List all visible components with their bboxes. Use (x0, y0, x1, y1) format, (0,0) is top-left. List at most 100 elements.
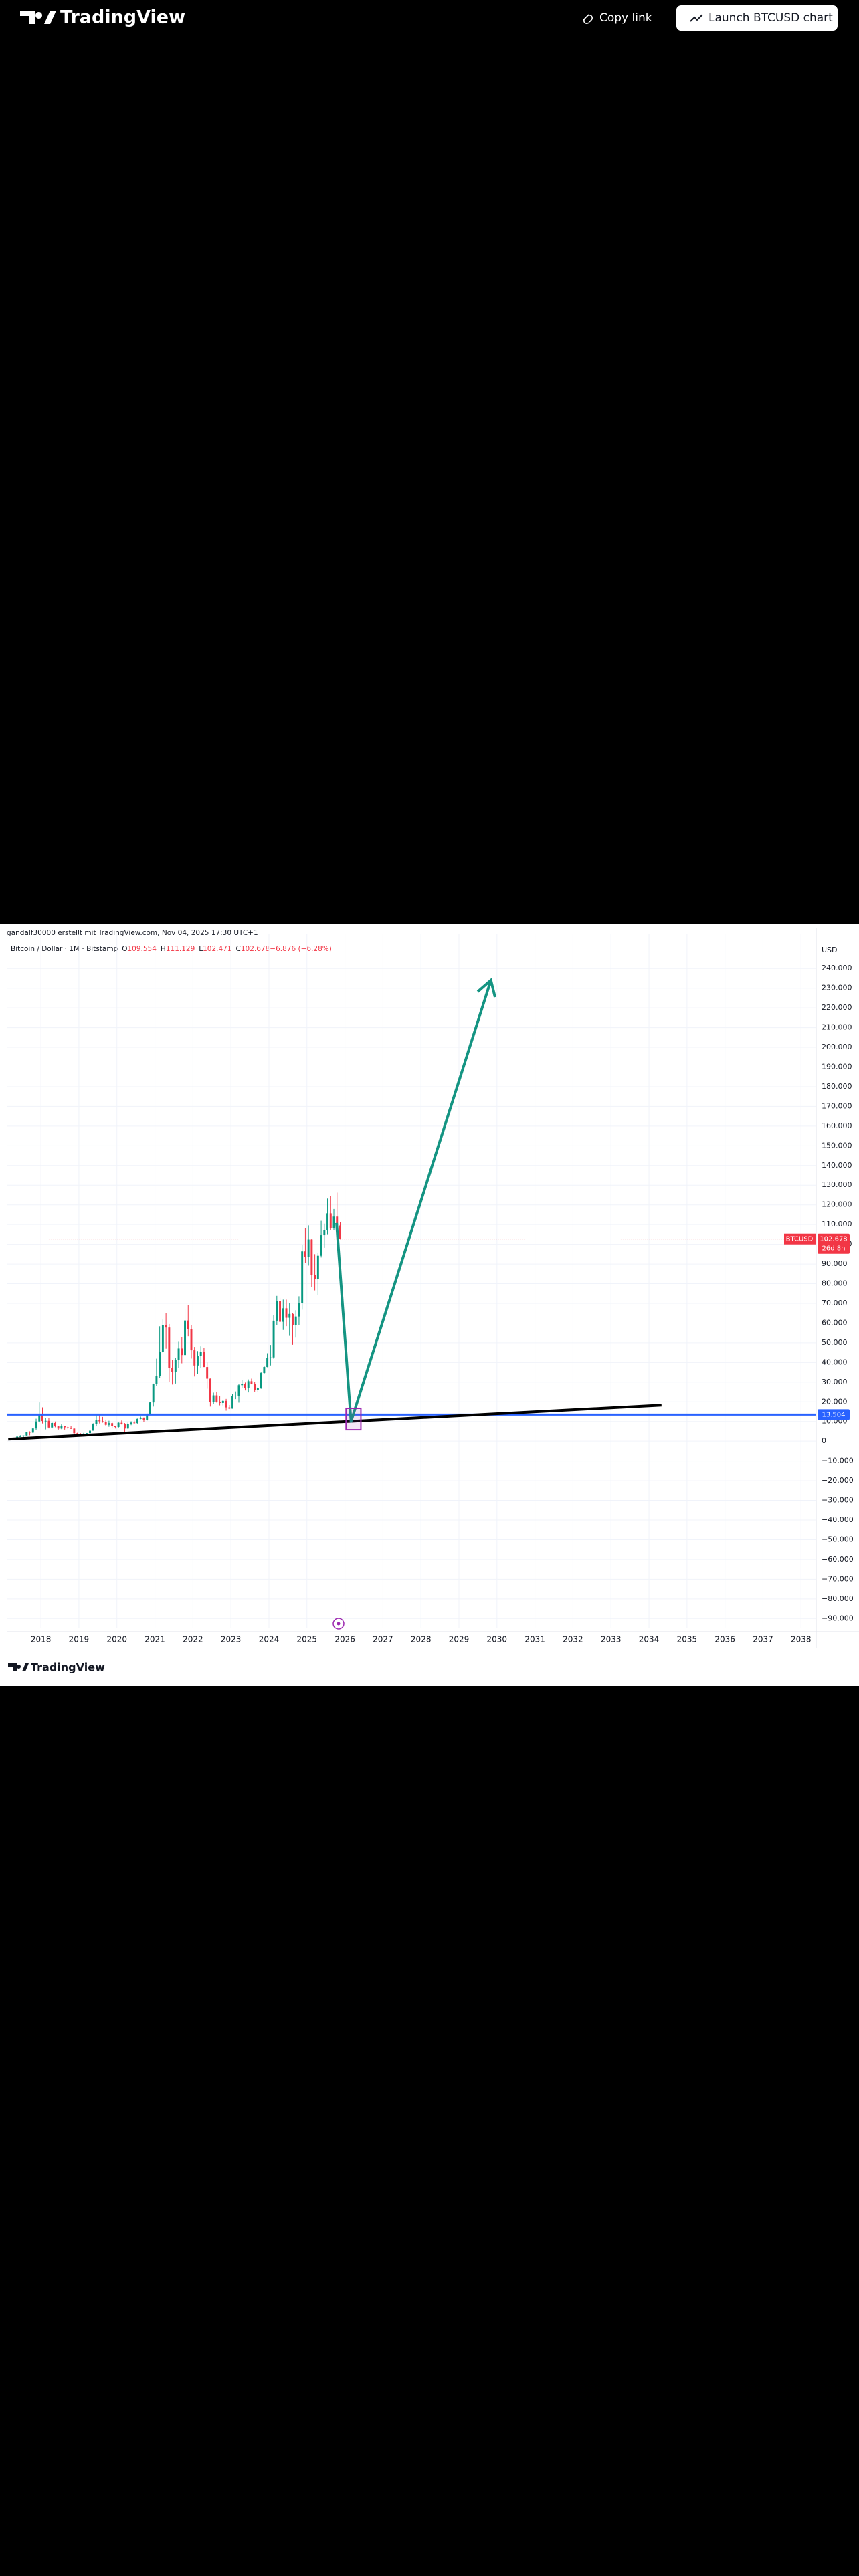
y-tick-label: −70.000 (822, 1574, 854, 1583)
candle-body (307, 1239, 310, 1257)
candle-body (47, 1420, 50, 1428)
legend-value: −6.876 (−6.28%) (270, 945, 332, 953)
candle-body (117, 1422, 120, 1427)
x-tick-label: 2028 (411, 1635, 432, 1644)
copy-link[interactable]: Copy link (583, 11, 652, 25)
chart-icon (690, 14, 703, 22)
candle-body (225, 1400, 227, 1408)
candle-body (316, 1255, 319, 1279)
candle-body (126, 1424, 129, 1429)
candle-body (247, 1381, 250, 1388)
candle-body (203, 1352, 205, 1368)
candle-body (272, 1320, 275, 1358)
y-tick-label: 50.000 (822, 1338, 848, 1347)
legend-key: L (199, 945, 203, 953)
candle-body (60, 1426, 63, 1429)
y-tick-label: 180.000 (822, 1082, 852, 1091)
y-tick-label: 140.000 (822, 1161, 852, 1170)
y-tick-label: 110.000 (822, 1220, 852, 1228)
candle-body (101, 1421, 104, 1422)
y-tick-label: 80.000 (822, 1279, 848, 1288)
chart-panel (0, 924, 859, 1686)
y-tick-label: 220.000 (822, 1003, 852, 1012)
candle-body (329, 1213, 332, 1228)
candle-body (199, 1352, 202, 1356)
y-unit: USD (822, 946, 838, 954)
arrowhead (476, 978, 496, 998)
candle-body (161, 1325, 164, 1352)
footer-logo-icon (8, 1663, 29, 1671)
y-tick-label: 230.000 (822, 984, 852, 992)
x-tick-label: 2026 (335, 1635, 355, 1644)
candle-body (41, 1414, 43, 1422)
y-tick-label: 170.000 (822, 1101, 852, 1110)
candle-body (139, 1418, 142, 1419)
candle-body (244, 1384, 246, 1388)
y-tick-label: 90.000 (822, 1259, 848, 1268)
candle-body (149, 1402, 151, 1414)
y-tick-label: 30.000 (822, 1378, 848, 1386)
candle-body (209, 1378, 211, 1402)
y-tick-label: 70.000 (822, 1299, 848, 1307)
launch-button-bg[interactable] (676, 5, 838, 31)
symbol-label-bg (784, 1233, 816, 1245)
candle-body (260, 1373, 262, 1388)
candle-body (174, 1360, 177, 1372)
countdown-label: 26d 8h (822, 1245, 846, 1253)
candle-body (266, 1358, 269, 1368)
candle-body (221, 1400, 224, 1403)
candle-body (120, 1422, 123, 1425)
candle-body (108, 1423, 110, 1425)
candle-body (111, 1423, 114, 1426)
candle-body (231, 1396, 233, 1409)
candle-body (155, 1376, 158, 1384)
candle-body (142, 1418, 145, 1420)
candle-body (320, 1235, 322, 1256)
candle-body (288, 1313, 291, 1318)
candle-body (228, 1407, 231, 1409)
copy-link-text[interactable]: Copy link (599, 11, 652, 25)
footer-logo-text: TradingView (31, 1661, 105, 1674)
candle-body (136, 1418, 138, 1424)
y-tick-label: −30.000 (822, 1496, 854, 1505)
y-tick-label: −20.000 (822, 1476, 854, 1485)
y-tick-label: 190.000 (822, 1063, 852, 1071)
candle-body (314, 1275, 316, 1279)
y-tick-label: −80.000 (822, 1594, 854, 1603)
candle-body (57, 1426, 60, 1429)
candle-body (304, 1251, 306, 1257)
candle-body (89, 1430, 91, 1434)
x-tick-label: 2034 (639, 1635, 660, 1644)
launch-button-text[interactable]: Launch BTCUSD chart (708, 11, 833, 25)
x-tick-label: 2021 (145, 1635, 165, 1644)
y-tick-label: −10.000 (822, 1457, 854, 1465)
x-tick-label: 2036 (714, 1635, 735, 1644)
candle-body (294, 1316, 297, 1325)
projection-line (335, 980, 492, 1423)
candle-body (301, 1251, 304, 1303)
symbol-label: BTCUSD (786, 1236, 814, 1243)
candle-body (193, 1350, 196, 1366)
top-bar: TradingView Copy link Launch BTCUSD char… (20, 5, 838, 31)
launch-button[interactable]: Launch BTCUSD chart (676, 5, 838, 31)
candle-body (38, 1414, 41, 1422)
y-tick-label: 20.000 (822, 1397, 848, 1406)
candle-body (241, 1384, 244, 1386)
x-tick-label: 2031 (524, 1635, 545, 1644)
candle-body (339, 1225, 341, 1239)
candle-body (310, 1239, 313, 1275)
x-tick-label: 2019 (69, 1635, 90, 1644)
y-tick-label: −40.000 (822, 1515, 854, 1524)
y-tick-label: −60.000 (822, 1555, 854, 1564)
candle-body (92, 1424, 94, 1431)
x-tick-label: 2020 (106, 1635, 127, 1644)
legend: Bitcoin / Dollar · 1M · Bitstamp O109.554… (11, 945, 332, 953)
level-label: 13.504 (822, 1411, 846, 1418)
candle-body (168, 1327, 171, 1368)
legend-key: O (122, 945, 127, 953)
candle-body (279, 1301, 282, 1322)
candle-body (298, 1303, 300, 1317)
candle-body (219, 1402, 221, 1403)
price-label-bg (818, 1233, 850, 1254)
